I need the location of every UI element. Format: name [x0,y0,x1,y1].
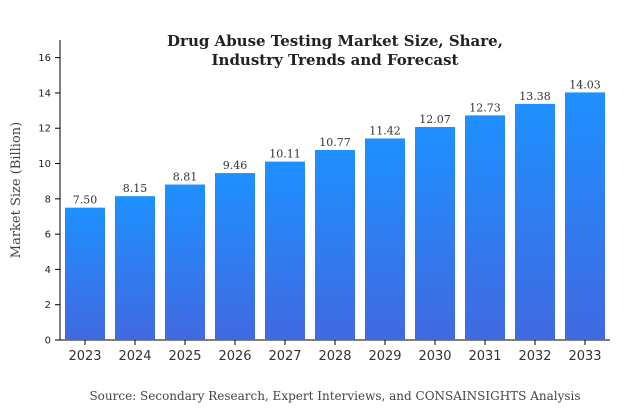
x-tick-label: 2031 [468,349,501,364]
data-label: 13.38 [519,90,551,103]
data-labels: 7.50 8.15 8.81 9.46 10.11 10.77 11.42 12.07 12.7… [73,78,601,206]
data-label: 14.03 [569,78,601,91]
x-tick-label: 2026 [218,349,251,364]
data-label: 11.42 [369,124,401,137]
x-tick-label: 2032 [518,349,551,364]
x-tick-label: 2028 [318,349,351,364]
bar-2023 [65,207,105,340]
x-axis: 2023 2024 2025 2026 2027 2028 2029 2030 2031 2032… [60,339,610,364]
data-label: 8.15 [123,182,148,195]
y-axis: 0 2 4 6 8 10 12 14 16 [38,40,61,347]
data-label: 12.73 [469,101,501,114]
x-tick-label: 2024 [118,349,151,364]
y-tick-label: 4 [45,265,51,276]
bar-2028 [315,149,355,340]
bar-2025 [165,184,205,340]
bars [65,92,605,341]
bar-2027 [265,161,305,340]
data-label: 10.77 [319,136,351,149]
bar-2026 [215,173,255,340]
x-tick-label: 2030 [418,349,451,364]
bar-2029 [365,138,405,340]
source-note: Source: Secondary Research, Expert Inter… [89,389,580,403]
y-axis-label: Market Size (Billion) [9,122,24,258]
bar-2030 [415,127,455,340]
y-tick-label: 0 [45,336,51,347]
data-label: 9.46 [223,159,248,172]
chart-title-line-2: Industry Trends and Forecast [212,51,459,69]
x-tick-label: 2027 [268,349,301,364]
bar-2024 [115,196,155,340]
y-tick-label: 14 [38,88,51,99]
bar-2032 [515,103,555,340]
bar-2031 [465,115,505,341]
data-label: 8.81 [173,171,198,184]
y-tick-label: 12 [38,124,51,135]
y-tick-label: 8 [45,194,51,205]
y-tick-label: 6 [45,230,51,241]
chart-title-line-1: Drug Abuse Testing Market Size, Share, [167,32,503,50]
x-tick-label: 2025 [168,349,201,364]
bar-2033 [565,92,605,340]
y-tick-label: 2 [45,300,51,311]
data-label: 12.07 [419,113,451,126]
data-label: 10.11 [269,148,301,161]
y-tick-label: 10 [38,159,51,170]
x-tick-label: 2023 [68,349,101,364]
y-tick-label: 16 [38,53,51,64]
data-label: 7.50 [73,194,98,207]
x-tick-label: 2029 [368,349,401,364]
x-tick-label: 2033 [568,349,601,364]
